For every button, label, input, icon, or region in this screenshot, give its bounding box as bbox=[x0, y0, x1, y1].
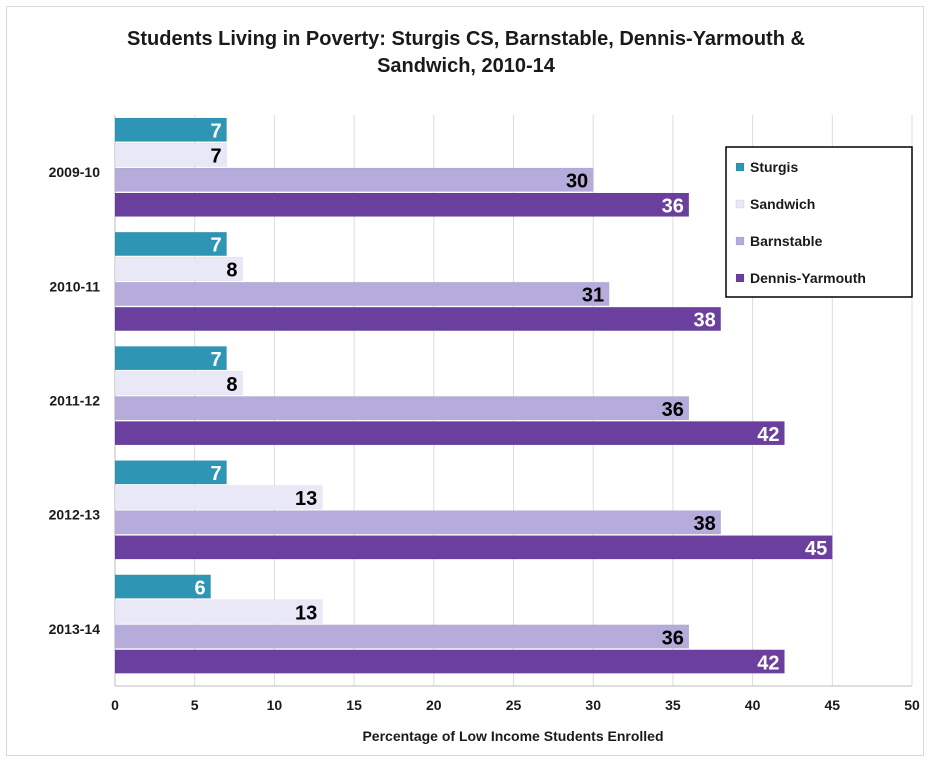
chart-title-line-2: Sandwich, 2010-14 bbox=[377, 55, 555, 77]
bar-value-label-2011-12-sandwich: 8 bbox=[226, 374, 237, 396]
legend-label-sandwich: Sandwich bbox=[750, 196, 815, 212]
bar-2013-14-dennis-yarmouth bbox=[114, 649, 785, 674]
x-tick-label-35: 35 bbox=[665, 697, 681, 713]
bar-2010-11-barnstable bbox=[114, 281, 610, 306]
bar-value-label-2013-14-dennis-yarmouth: 42 bbox=[757, 652, 779, 674]
bar-2011-12-barnstable bbox=[114, 396, 690, 421]
bar-value-label-2011-12-barnstable: 36 bbox=[662, 399, 684, 421]
bar-2011-12-sandwich bbox=[114, 371, 243, 396]
bar-value-label-2010-11-sturgis: 7 bbox=[210, 235, 221, 257]
category-label-2012-13: 2012-13 bbox=[49, 507, 101, 523]
bar-value-label-2011-12-sturgis: 7 bbox=[210, 349, 221, 371]
x-tick-label-20: 20 bbox=[426, 697, 442, 713]
legend-box bbox=[725, 146, 913, 298]
bar-2009-10-sturgis bbox=[114, 117, 227, 142]
category-label-2010-11: 2010-11 bbox=[49, 278, 100, 294]
bar-2010-11-sandwich bbox=[114, 256, 243, 281]
bar-2009-10-dennis-yarmouth bbox=[114, 192, 690, 217]
bar-2013-14-sandwich bbox=[114, 599, 323, 624]
x-tick-label-50: 50 bbox=[904, 697, 920, 713]
bar-value-label-2013-14-barnstable: 36 bbox=[662, 627, 684, 649]
bar-value-label-2012-13-sturgis: 7 bbox=[210, 463, 221, 485]
x-tick-labels: 0 5 10 15 20 25 30 35 40 45 50 bbox=[111, 697, 920, 713]
bar-2009-10-sandwich bbox=[114, 142, 227, 167]
category-label-2011-12: 2011-12 bbox=[49, 393, 100, 409]
bar-2012-13-sandwich bbox=[114, 485, 323, 510]
x-tick-label-25: 25 bbox=[506, 697, 522, 713]
bar-value-label-2010-11-sandwich: 8 bbox=[226, 260, 237, 282]
bar-value-label-2010-11-dennis-yarmouth: 38 bbox=[693, 310, 715, 332]
legend-label-barnstable: Barnstable bbox=[750, 233, 823, 249]
bar-2013-14-sturgis bbox=[114, 574, 211, 599]
category-labels: 2009-10 2010-11 2011-12 2012-13 2013-14 bbox=[49, 164, 101, 637]
bar-2009-10-barnstable bbox=[114, 167, 594, 192]
bar-2010-11-sturgis bbox=[114, 231, 227, 256]
bar-2011-12-sturgis bbox=[114, 346, 227, 371]
legend-swatch-sandwich bbox=[735, 199, 745, 209]
bar-value-label-2011-12-dennis-yarmouth: 42 bbox=[757, 424, 779, 446]
x-tick-label-15: 15 bbox=[346, 697, 362, 713]
bar-value-label-2010-11-barnstable: 31 bbox=[582, 285, 604, 307]
bar-value-label-2009-10-dennis-yarmouth: 36 bbox=[662, 196, 684, 218]
bar-value-label-2012-13-barnstable: 38 bbox=[693, 513, 715, 535]
x-axis-title: Percentage of Low Income Students Enroll… bbox=[362, 728, 663, 744]
x-tick-label-45: 45 bbox=[825, 697, 841, 713]
chart-title: Students Living in Poverty: Sturgis CS, … bbox=[0, 26, 932, 80]
x-tick-label-10: 10 bbox=[267, 697, 283, 713]
legend-swatch-barnstable bbox=[735, 236, 745, 246]
x-tick-label-40: 40 bbox=[745, 697, 761, 713]
category-label-2009-10: 2009-10 bbox=[49, 164, 101, 180]
bar-2010-11-dennis-yarmouth bbox=[114, 306, 721, 331]
bar-2013-14-barnstable bbox=[114, 624, 690, 649]
x-tick-label-5: 5 bbox=[191, 697, 199, 713]
bar-value-label-2012-13-dennis-yarmouth: 45 bbox=[805, 538, 827, 560]
bar-2012-13-sturgis bbox=[114, 460, 227, 485]
legend-swatch-dennis-yarmouth bbox=[735, 273, 745, 283]
bar-2012-13-dennis-yarmouth bbox=[114, 535, 833, 560]
legend-swatch-sturgis bbox=[735, 162, 745, 172]
chart-title-line-1: Students Living in Poverty: Sturgis CS, … bbox=[127, 28, 805, 50]
bar-value-label-2013-14-sandwich: 13 bbox=[295, 602, 317, 624]
bar-value-label-2009-10-sturgis: 7 bbox=[210, 121, 221, 143]
category-label-2013-14: 2013-14 bbox=[49, 621, 101, 637]
legend: Sturgis Sandwich Barnstable Dennis-Yarmouth bbox=[725, 146, 913, 298]
legend-label-sturgis: Sturgis bbox=[750, 159, 798, 175]
bar-value-label-2013-14-sturgis: 6 bbox=[195, 577, 206, 599]
legend-label-dennis-yarmouth: Dennis-Yarmouth bbox=[750, 270, 866, 286]
bar-2012-13-barnstable bbox=[114, 510, 721, 535]
bar-value-label-2009-10-sandwich: 7 bbox=[210, 146, 221, 168]
x-tick-label-30: 30 bbox=[585, 697, 601, 713]
bars bbox=[114, 117, 833, 674]
x-tick-label-0: 0 bbox=[111, 697, 119, 713]
bar-2011-12-dennis-yarmouth bbox=[114, 421, 785, 446]
bar-value-label-2009-10-barnstable: 30 bbox=[566, 171, 588, 193]
bar-value-label-2012-13-sandwich: 13 bbox=[295, 488, 317, 510]
